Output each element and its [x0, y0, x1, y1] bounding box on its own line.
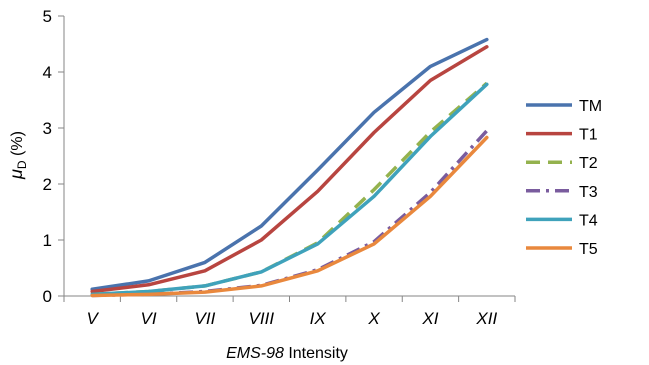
y-tick-label: 0 — [43, 287, 52, 306]
legend-item-t2: T2 — [526, 155, 598, 172]
y-tick-label: 4 — [43, 63, 52, 82]
series-line-t2 — [92, 81, 488, 297]
series-line-tm — [90, 37, 489, 292]
legend-item-t4: T4 — [526, 212, 598, 229]
x-axis-title: EMS-98 Intensity — [226, 345, 348, 362]
x-tick-label: VII — [195, 309, 216, 328]
legend: TM T1 T2 T3 T4 T5 — [526, 98, 602, 258]
x-tick-label: XI — [421, 309, 438, 328]
y-tick-label: 2 — [43, 175, 52, 194]
series-line-t1 — [90, 45, 489, 294]
y-tick-label: 5 — [43, 7, 52, 26]
legend-label: T4 — [579, 212, 598, 229]
legend-label: TM — [579, 98, 602, 115]
series-line-t5 — [90, 135, 489, 298]
y-tick-label: 3 — [43, 119, 52, 138]
x-tick-label: VIII — [249, 309, 275, 328]
y-axis-title: μD (%) — [6, 131, 29, 180]
legend-label: T5 — [579, 241, 598, 258]
x-tick-label: IX — [310, 309, 327, 328]
x-tick-label: XII — [475, 309, 497, 328]
legend-label: T2 — [579, 155, 598, 172]
legend-label: T1 — [579, 127, 598, 144]
x-tick-label: V — [87, 309, 100, 328]
x-tick-label: VI — [141, 309, 157, 328]
legend-item-t3: T3 — [526, 184, 598, 201]
legend-item-t5: T5 — [526, 241, 598, 258]
y-axis: 0 1 2 3 4 5 — [43, 7, 65, 306]
y-tick-label: 1 — [43, 231, 52, 250]
series-line-t4 — [90, 82, 489, 297]
x-axis: V VI VII VIII IX X XI XII — [63, 295, 516, 328]
legend-label: T3 — [579, 184, 598, 201]
series-layer — [90, 37, 489, 298]
legend-item-tm: TM — [526, 98, 602, 115]
legend-item-t1: T1 — [526, 127, 598, 144]
series-line-t3 — [92, 129, 489, 298]
x-tick-label: X — [367, 309, 380, 328]
